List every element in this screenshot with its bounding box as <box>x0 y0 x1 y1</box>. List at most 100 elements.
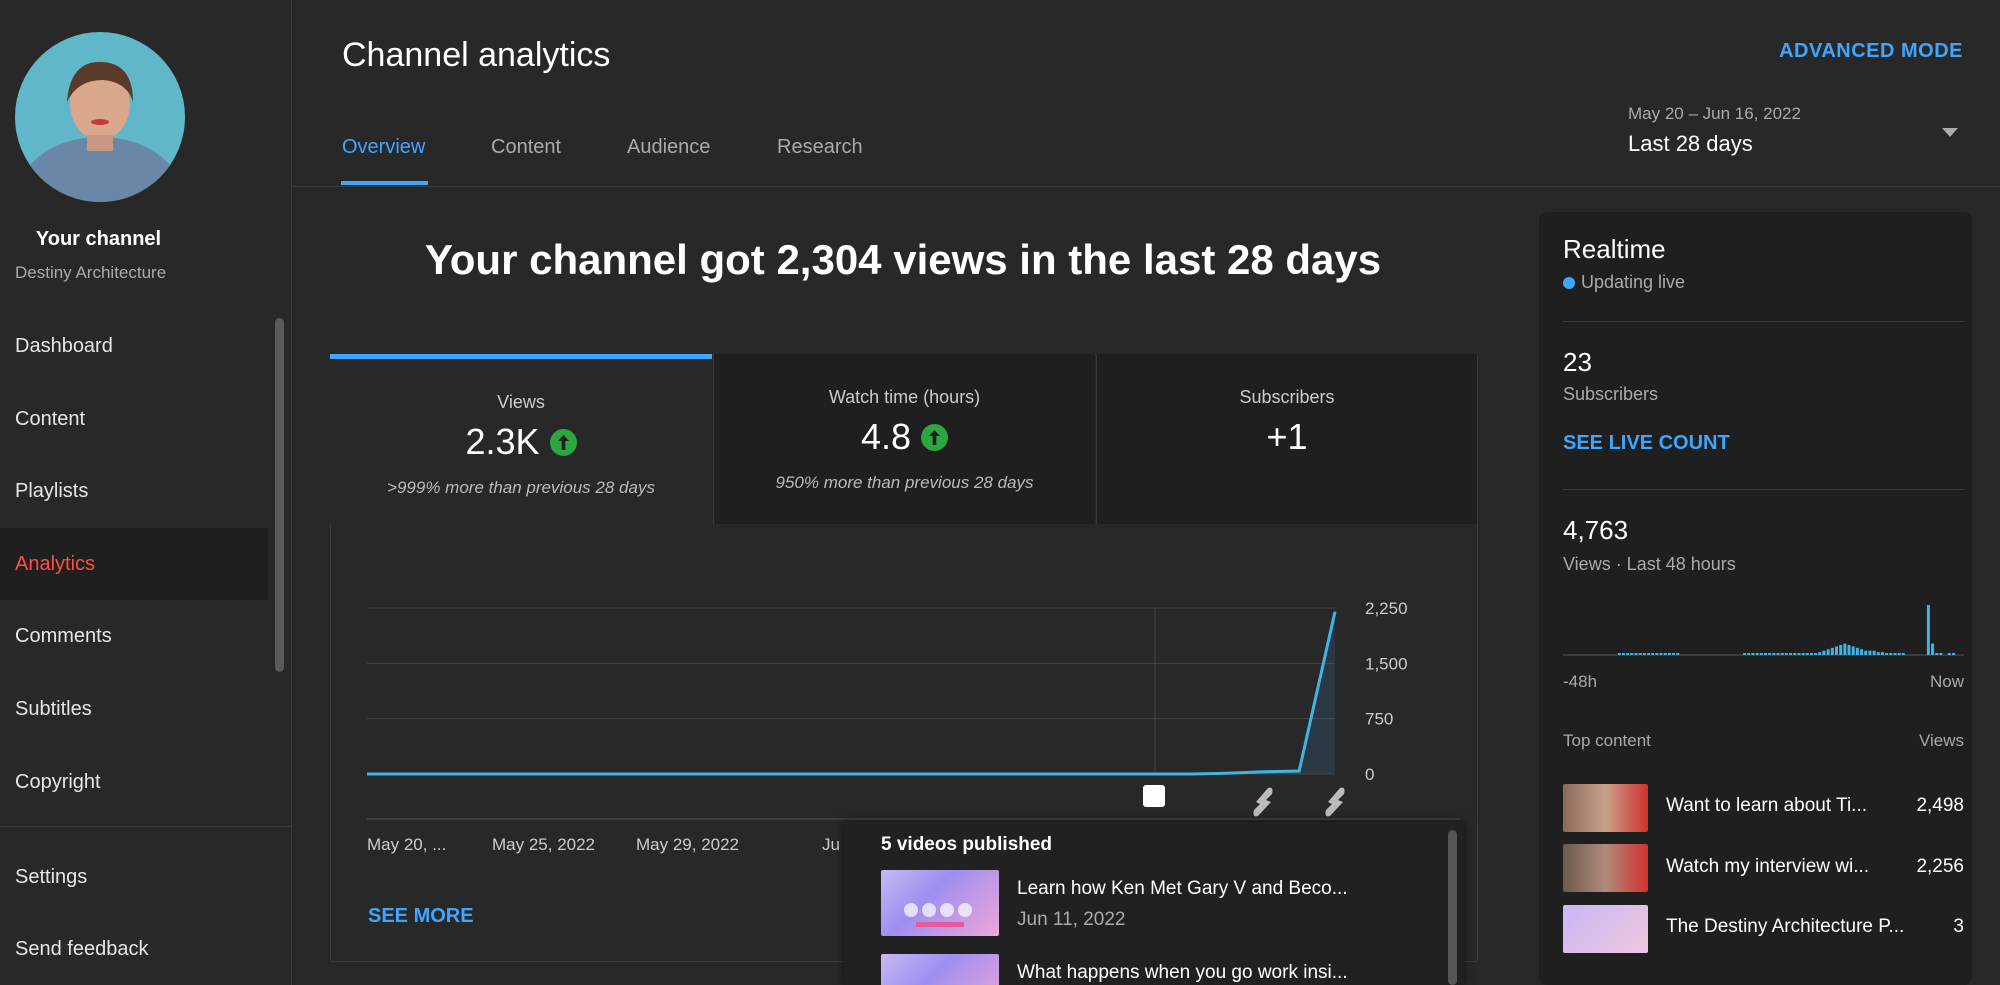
realtime-bar <box>1864 650 1868 655</box>
metric-value: 2.3K <box>465 421 540 462</box>
divider <box>1563 489 1964 490</box>
shorts-marker-icon[interactable] <box>1325 787 1345 817</box>
sidebar-item-copyright[interactable]: Copyright <box>0 746 268 818</box>
realtime-bar <box>1647 653 1651 655</box>
date-range[interactable]: May 20 – Jun 16, 2022 <box>1628 104 1801 123</box>
metric-label: Subscribers <box>1239 387 1335 407</box>
sidebar-item-label: Dashboard <box>15 334 113 357</box>
top-content-thumbnail[interactable] <box>1563 844 1648 892</box>
shorts-marker-icon[interactable] <box>1253 787 1273 817</box>
realtime-bar <box>1835 646 1838 655</box>
realtime-bar-chart[interactable] <box>1563 597 1964 661</box>
realtime-bar <box>1768 653 1772 655</box>
realtime-bar <box>1885 653 1889 655</box>
top-content-views: 2,256 <box>1916 856 1964 877</box>
top-content-thumbnail[interactable] <box>1563 905 1648 953</box>
realtime-bar <box>1630 653 1634 655</box>
video-thumbnail[interactable] <box>881 870 999 936</box>
channel-avatar[interactable] <box>15 32 185 202</box>
realtime-bar <box>1663 653 1667 655</box>
realtime-title: Realtime <box>1563 234 1666 264</box>
realtime-bar <box>1651 653 1655 655</box>
realtime-bar <box>1851 646 1855 655</box>
top-content-views-header: Views <box>1918 731 1964 750</box>
sidebar-item-content[interactable]: Content <box>0 383 268 455</box>
metric-note: 950% more than previous 28 days <box>775 473 1034 492</box>
x-tick-label: May 20, ... <box>367 835 447 854</box>
sidebar-item-label: Subtitles <box>15 697 92 720</box>
series-line <box>367 611 1337 776</box>
divider <box>1563 321 1964 322</box>
sidebar-item-label: Comments <box>15 624 112 647</box>
realtime-subscribers: 23 <box>1563 347 1592 377</box>
headline: Your channel got 2,304 views in the last… <box>424 236 1382 283</box>
views-line-chart[interactable]: 0 750 1,500 2,250 <box>330 560 1460 830</box>
tab-research[interactable]: Research <box>777 136 863 158</box>
top-content-thumbnail[interactable] <box>1563 784 1648 832</box>
top-content-title[interactable]: Watch my interview wi... <box>1666 856 1870 877</box>
metric-value-row: +1 <box>1097 416 1477 458</box>
metric-views[interactable]: Views 2.3K >999% more than previous 28 d… <box>330 354 712 524</box>
sidebar-item-comments[interactable]: Comments <box>0 600 268 672</box>
popup-scrollbar[interactable] <box>1448 830 1457 985</box>
x-tick-label: Ju <box>822 835 840 854</box>
active-tab-indicator <box>341 181 428 185</box>
realtime-bar <box>1818 652 1822 655</box>
sidebar-item-send-feedback[interactable]: Send feedback <box>0 913 268 985</box>
advanced-mode-button[interactable]: ADVANCED MODE <box>1779 40 1963 62</box>
realtime-bar <box>1893 653 1897 655</box>
realtime-bar <box>1847 645 1851 655</box>
realtime-subscribers-label: Subscribers <box>1563 384 1659 404</box>
see-more-button[interactable]: SEE MORE <box>368 905 474 927</box>
realtime-bar <box>1805 653 1809 655</box>
metric-value-row: 4.8 <box>714 416 1095 458</box>
see-live-count-button[interactable]: SEE LIVE COUNT <box>1563 432 1730 454</box>
sidebar-item-label: Settings <box>15 865 88 888</box>
video-title[interactable]: What happens when you go work insi... <box>1017 962 1348 983</box>
realtime-bar <box>1780 653 1784 655</box>
top-content-title[interactable]: The Destiny Architecture P... <box>1666 916 1905 937</box>
y-tick-label: 1,500 <box>1365 654 1408 673</box>
realtime-bar <box>1939 653 1943 655</box>
realtime-bar <box>1880 652 1884 655</box>
top-content-title[interactable]: Want to learn about Ti... <box>1666 795 1868 816</box>
sidebar-item-playlists[interactable]: Playlists <box>0 455 268 527</box>
realtime-bar <box>1747 653 1751 655</box>
realtime-bar <box>1868 650 1872 655</box>
realtime-bar <box>1855 647 1859 655</box>
x-tick-label: May 25, 2022 <box>492 835 596 854</box>
realtime-bar <box>1621 653 1625 655</box>
metric-watch-time[interactable]: Watch time (hours) 4.8 950% more than pr… <box>713 354 1095 524</box>
realtime-bar <box>1822 650 1826 655</box>
dropdown-caret-icon[interactable] <box>1942 128 1958 137</box>
sidebar-scrollbar[interactable] <box>275 318 284 672</box>
video-title[interactable]: Learn how Ken Met Gary V and Beco... <box>1017 878 1348 899</box>
metric-label: Views <box>497 392 545 412</box>
realtime-bar <box>1676 653 1680 655</box>
date-range-label[interactable]: Last 28 days <box>1628 131 1753 156</box>
tab-overview[interactable]: Overview <box>342 136 426 158</box>
sidebar-item-label: Send feedback <box>15 937 149 960</box>
sidebar-item-dashboard[interactable]: Dashboard <box>0 310 268 382</box>
live-label: Updating live <box>1581 272 1686 292</box>
series-area <box>367 611 1335 774</box>
sidebar-item-subtitles[interactable]: Subtitles <box>0 673 268 745</box>
page-title: Channel analytics <box>342 36 611 74</box>
metric-subscribers[interactable]: Subscribers +1 <box>1096 354 1477 524</box>
metric-value-row: 2.3K <box>330 421 712 463</box>
tab-audience[interactable]: Audience <box>627 136 711 158</box>
realtime-bar <box>1801 653 1805 655</box>
realtime-axis-start: -48h <box>1563 672 1598 691</box>
realtime-bar <box>1826 649 1830 655</box>
realtime-live-status: Updating live <box>1563 272 1685 293</box>
realtime-card: Realtime Updating live 23 Subscribers SE… <box>1539 212 1972 985</box>
sidebar-item-settings[interactable]: Settings <box>0 841 268 913</box>
sidebar-item-analytics[interactable]: Analytics <box>0 528 268 600</box>
realtime-bar <box>1672 653 1676 655</box>
tab-content[interactable]: Content <box>491 136 562 158</box>
publish-marker-icon[interactable] <box>1143 785 1165 807</box>
realtime-bar <box>1793 653 1797 655</box>
x-tick-label: May 29, 2022 <box>636 835 740 854</box>
video-thumbnail[interactable] <box>881 954 999 985</box>
sidebar-item-label: Analytics <box>15 552 96 575</box>
